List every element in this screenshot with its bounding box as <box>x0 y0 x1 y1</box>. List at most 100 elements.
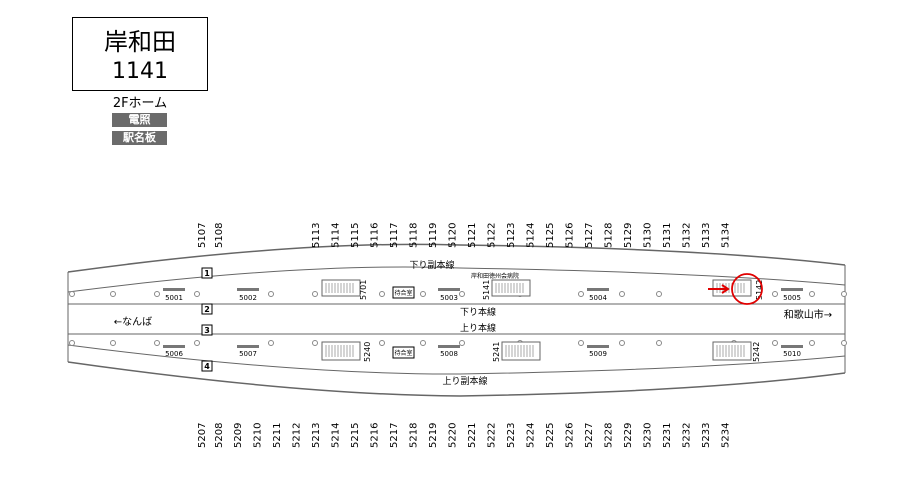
sign-label: 5003 <box>440 294 458 302</box>
track-number-2: 2 <box>204 305 210 314</box>
sign-label: 5004 <box>589 294 607 302</box>
pillar-icon <box>379 291 385 297</box>
sign-label: 5009 <box>589 350 607 358</box>
pillar-icon <box>459 340 465 346</box>
pillar-icon <box>656 340 662 346</box>
waiting-rooms: 待合室 待合室 <box>392 286 415 359</box>
bottom-sign-id: 5232 <box>682 423 693 448</box>
bottom-sign-id: 5221 <box>467 423 478 448</box>
track-number-4: 4 <box>204 362 210 371</box>
bottom-sign-id: 5219 <box>428 423 439 448</box>
pillar-icon <box>809 340 815 346</box>
bottom-sign-id: 5229 <box>623 423 634 448</box>
pillar-icon <box>841 291 847 297</box>
sign-board-icon <box>163 345 185 348</box>
bottom-sign-id: 5213 <box>311 423 322 448</box>
sign-board-icon <box>781 345 803 348</box>
stairs-id-label: 5242 <box>752 342 761 362</box>
waiting-room-upper: 待合室 <box>394 289 412 297</box>
pillar-icon <box>69 291 75 297</box>
bottom-sign-id: 5218 <box>409 423 420 448</box>
top-sign-id: 5108 <box>214 223 225 248</box>
sign-board-icon <box>438 345 460 348</box>
bottom-sign-id: 5230 <box>643 423 654 448</box>
stairs-id-label: 5701 <box>359 280 368 300</box>
top-sign-id: 5107 <box>197 223 208 248</box>
floor-label: 2Fホーム <box>112 96 168 111</box>
bottom-sign-id: 5216 <box>370 423 381 448</box>
pillar-icon <box>268 340 274 346</box>
outer-bottom-edge <box>67 361 846 397</box>
pillar-icon <box>110 291 116 297</box>
top-sign-id: 5124 <box>526 223 537 248</box>
top-sign-id: 5127 <box>584 223 595 248</box>
bottom-sign-id: 5231 <box>662 423 673 448</box>
bottom-sign-id: 5220 <box>448 423 459 448</box>
sign-board-icon <box>781 288 803 291</box>
bottom-sign-id: 5228 <box>604 423 615 448</box>
pillar-icon <box>420 340 426 346</box>
top-sign-id: 5123 <box>506 223 517 248</box>
sign-board-icon <box>587 288 609 291</box>
top-sign-id: 5116 <box>370 223 381 248</box>
top-sign-id: 5132 <box>682 223 693 248</box>
top-sign-id: 5122 <box>487 223 498 248</box>
tag-station-nameboard: 駅名板 <box>112 131 167 145</box>
top-sign-id: 5120 <box>448 223 459 248</box>
top-sign-id: 5125 <box>545 223 556 248</box>
pillar-icon <box>379 340 385 346</box>
bottom-sign-id: 5234 <box>721 423 732 448</box>
sign-label: 5002 <box>239 294 257 302</box>
sign-label: 5005 <box>783 294 801 302</box>
up-sub-track-label: 上り副本線 <box>442 375 487 387</box>
bottom-sign-id: 5215 <box>350 423 361 448</box>
top-sign-id: 5117 <box>389 223 400 248</box>
pillar-icon <box>154 291 160 297</box>
sign-board-icon <box>163 288 185 291</box>
top-sign-id: 5121 <box>467 223 478 248</box>
bottom-sign-id: 5224 <box>526 423 537 448</box>
bottom-sign-id: 5210 <box>253 423 264 448</box>
pillar-icon <box>619 340 625 346</box>
highlight-arrow-icon <box>708 284 730 294</box>
up-main-track-label: 上り本線 <box>460 322 496 334</box>
bottom-sign-id: 5225 <box>545 423 556 448</box>
top-sign-id: 5130 <box>643 223 654 248</box>
highlight-marker <box>708 273 763 305</box>
top-sign-id: 5134 <box>721 223 732 248</box>
pillar-icon <box>194 291 200 297</box>
pillar-icon <box>578 291 584 297</box>
top-sign-id: 5131 <box>662 223 673 248</box>
pillar-icon <box>69 340 75 346</box>
track-number-3: 3 <box>204 326 210 335</box>
pillar-icon <box>809 291 815 297</box>
bottom-sign-id: 5212 <box>292 423 303 448</box>
top-sign-id: 5133 <box>701 223 712 248</box>
top-sign-id: 5115 <box>350 223 361 248</box>
down-main-track-label: 下り本線 <box>460 306 496 318</box>
station-code: 1141 <box>112 59 168 84</box>
top-sign-id: 5114 <box>331 223 342 248</box>
bottom-sign-id: 5223 <box>506 423 517 448</box>
pillar-icon <box>110 340 116 346</box>
bottom-sign-id: 5217 <box>389 423 400 448</box>
bottom-sign-id: 5208 <box>214 423 225 448</box>
sign-label: 5001 <box>165 294 183 302</box>
sign-board-icon <box>438 288 460 291</box>
top-sign-id: 5126 <box>565 223 576 248</box>
sign-board-icon <box>587 345 609 348</box>
track-number-1: 1 <box>204 269 210 278</box>
station-title-box: 岸和田 1141 <box>72 17 208 91</box>
pillar-icon <box>459 291 465 297</box>
sign-label: 5010 <box>783 350 801 358</box>
pillar-icon <box>312 291 318 297</box>
stairs-id-label: 5142 <box>755 280 764 300</box>
outer-top-edge <box>67 243 846 273</box>
sign-label: 5006 <box>165 350 183 358</box>
sign-label: 5008 <box>440 350 458 358</box>
stairs-id-label: 5241 <box>492 342 501 362</box>
top-sign-id: 5129 <box>623 223 634 248</box>
top-sign-id: 5113 <box>311 223 322 248</box>
pillar-icon <box>420 291 426 297</box>
station-name: 岸和田 <box>104 28 176 56</box>
